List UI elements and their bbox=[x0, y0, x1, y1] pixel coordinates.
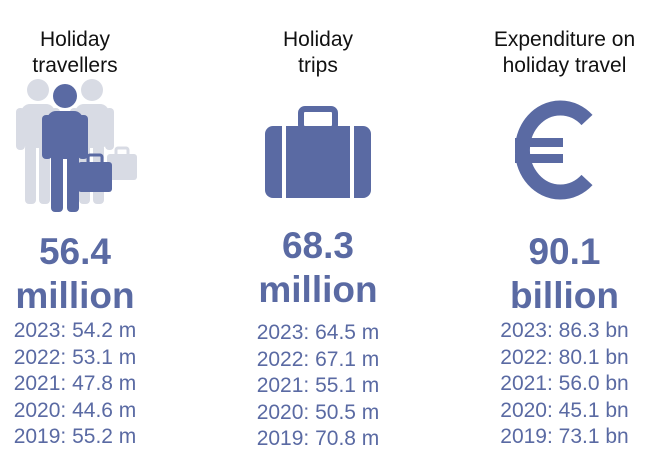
suitcase-icon bbox=[265, 106, 371, 198]
stat-column-trips: Holiday trips 68.3 million 2023: 64.5 m … bbox=[238, 0, 398, 467]
history-item: 2023: 64.5 m bbox=[256, 321, 380, 344]
headline-value: 56.4 million bbox=[15, 231, 135, 316]
history-list: 2023: 86.3 bn 2022: 80.1 bn 2021: 56.0 b… bbox=[477, 318, 652, 451]
euro-icon bbox=[515, 100, 593, 200]
column-title: Expenditure on holiday travel bbox=[493, 28, 636, 77]
history-list: 2023: 64.5 m 2022: 67.1 m 2021: 55.1 m 2… bbox=[238, 320, 398, 453]
history-item: 2023: 86.3 bn bbox=[500, 319, 629, 342]
history-item: 2021: 56.0 bn bbox=[500, 372, 629, 395]
history-item: 2020: 50.5 m bbox=[256, 400, 380, 424]
history-item: 2019: 55.2 m bbox=[13, 425, 137, 448]
travellers-icon bbox=[16, 79, 137, 212]
history-item: 2021: 55.1 m bbox=[256, 374, 380, 397]
column-title: Holiday trips bbox=[282, 28, 354, 77]
headline-value: 90.1 billion bbox=[510, 231, 619, 316]
history-item: 2021: 47.8 m bbox=[13, 372, 137, 395]
stat-column-travellers: Holiday travellers bbox=[0, 0, 150, 467]
history-item: 2020: 44.6 m bbox=[13, 398, 137, 422]
history-item: 2022: 80.1 bn bbox=[500, 345, 629, 369]
history-item: 2022: 53.1 m bbox=[13, 345, 137, 369]
stat-column-expenditure: Expenditure on holiday travel 90.1 billi… bbox=[477, 0, 652, 467]
history-list: 2023: 54.2 m 2022: 53.1 m 2021: 47.8 m 2… bbox=[0, 318, 150, 451]
history-item: 2023: 54.2 m bbox=[13, 319, 137, 342]
column-title: Holiday travellers bbox=[32, 28, 118, 77]
headline-value: 68.3 million bbox=[258, 225, 378, 310]
history-item: 2022: 67.1 m bbox=[256, 347, 380, 371]
history-item: 2019: 73.1 bn bbox=[500, 425, 629, 448]
history-item: 2020: 45.1 bn bbox=[500, 398, 629, 422]
history-item: 2019: 70.8 m bbox=[256, 427, 380, 450]
